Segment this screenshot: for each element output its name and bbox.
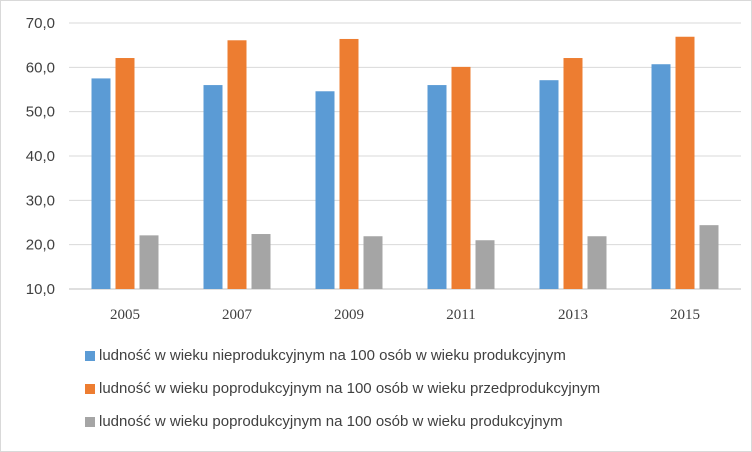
y-tick-label: 30,0 [26,192,55,209]
legend-label: ludność w wieku poprodukcyjnym na 100 os… [99,413,563,430]
legend-item: ludność w wieku poprodukcyjnym na 100 os… [85,405,600,438]
x-tick-label: 2005 [110,307,140,323]
bar [115,58,135,290]
y-tick-label: 60,0 [26,59,55,76]
y-tick-label: 50,0 [26,104,55,121]
bar [227,40,247,289]
legend: ludność w wieku nieprodukcyjnym na 100 o… [85,339,600,438]
gridlines [69,22,741,290]
bar [139,235,159,289]
bar [203,85,223,289]
y-tick-label: 70,0 [26,15,55,32]
bar [451,66,471,289]
x-tick-label: 2009 [334,307,364,323]
bar [339,38,359,290]
bar [475,240,495,289]
legend-label: ludność w wieku nieprodukcyjnym na 100 o… [99,347,566,364]
legend-swatch [85,416,95,427]
x-tick-label: 2013 [558,307,588,323]
bar [363,236,383,289]
bar [675,36,695,289]
bar-chart: 10,020,030,040,050,060,070,0 2005 2007 200… [26,15,741,323]
x-axis-ticks: 2005 2007 2009 2011 2013 2015 [110,307,700,323]
y-tick-label: 40,0 [26,148,55,165]
bar [699,225,719,289]
bar [315,91,335,289]
bar [563,58,583,290]
y-axis-ticks: 10,0 20,0 30,0 40,0 50,0 60,0 70,0 [26,15,55,298]
bar [251,234,271,289]
bar [651,64,671,289]
bar [539,80,559,289]
bar [427,85,447,289]
legend-item: ludność w wieku nieprodukcyjnym na 100 o… [85,339,600,372]
bar [587,236,607,289]
y-tick-label: 20,0 [26,237,55,254]
legend-label: ludność w wieku poprodukcyjnym na 100 os… [99,380,601,397]
x-tick-label: 2007 [222,307,253,323]
x-tick-label: 2011 [446,307,475,323]
legend-item: ludność w wieku poprodukcyjnym na 100 os… [85,372,600,405]
bars [91,36,719,290]
bar [91,78,111,290]
legend-swatch [85,383,95,394]
legend-swatch [85,350,95,361]
x-tick-label: 2015 [670,307,700,323]
y-tick-label: 10,0 [26,281,55,298]
